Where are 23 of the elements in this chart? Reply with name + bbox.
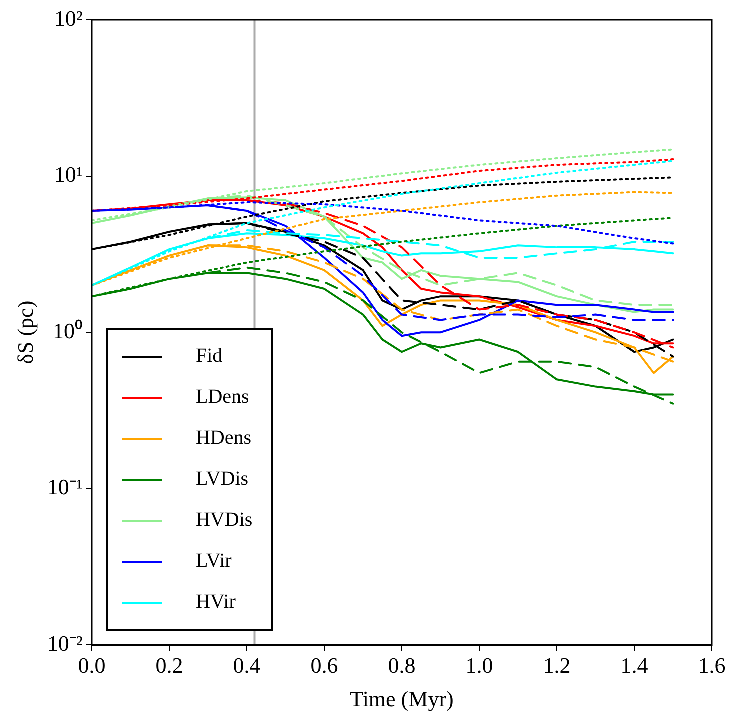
legend-label: LDens [196,386,250,410]
x-tick-label: 1.0 [466,653,494,678]
y-tick-label: 10¹ [54,162,83,188]
legend-label: HVDis [196,509,253,532]
x-tick-label: 0.8 [388,653,416,678]
x-tick-label: 0.6 [310,653,338,678]
y-tick-label: 10⁰ [52,318,83,344]
x-tick-label: 1.2 [543,653,571,678]
x-tick-label: 1.4 [620,653,648,678]
x-axis-title: Time (Myr) [350,686,454,712]
legend-label: LVir [196,550,232,574]
y-axis-title: δS (pc) [12,300,38,364]
legend-label: HDens [196,427,252,450]
legend-label: Fid [196,345,223,368]
y-tick-label: 10⁻² [47,630,84,656]
x-tick-label: 1.6 [698,653,726,678]
y-tick-label: 10⁻¹ [47,474,83,500]
legend-label: LVDis [196,468,249,492]
x-tick-label: 0.2 [156,653,184,678]
legend-label: HVir [196,591,236,614]
x-tick-label: 0.4 [233,653,261,678]
x-tick-label: 0.0 [78,653,106,678]
y-tick-label: 10² [54,6,84,31]
